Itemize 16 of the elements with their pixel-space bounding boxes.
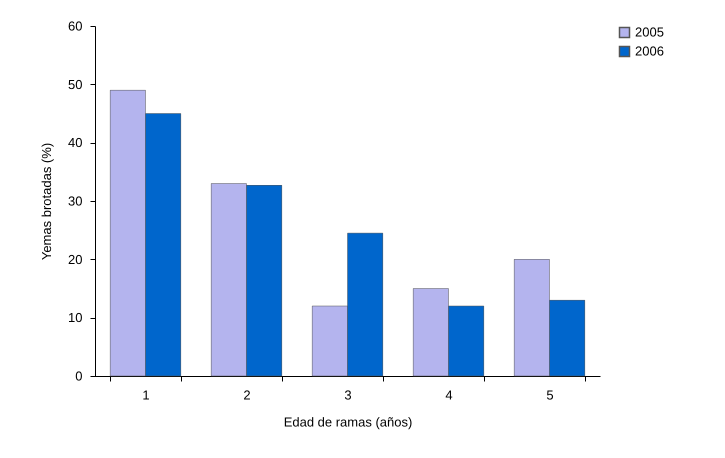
x-tick-label: 3 xyxy=(344,388,352,402)
x-tick-label: 2 xyxy=(243,388,251,402)
y-tick-label: 10 xyxy=(68,310,82,326)
y-tick-label: 50 xyxy=(68,76,82,92)
y-tick-label: 30 xyxy=(68,194,82,208)
y-tick-label: 20 xyxy=(68,252,82,267)
x-axis-title: Edad de ramas (años) xyxy=(284,414,412,430)
x-tick-label: 1 xyxy=(142,388,150,402)
x-tick-label: 4 xyxy=(445,388,453,402)
x-tick-label: 5 xyxy=(546,388,554,402)
y-axis-title: Yemas brotadas (%) xyxy=(39,142,54,260)
y-tick-label: 60 xyxy=(68,18,82,34)
legend-label: 2005 xyxy=(635,24,664,40)
y-tick-label: 0 xyxy=(75,368,82,384)
y-tick-label: 40 xyxy=(68,135,82,150)
legend-label: 2006 xyxy=(635,44,664,58)
